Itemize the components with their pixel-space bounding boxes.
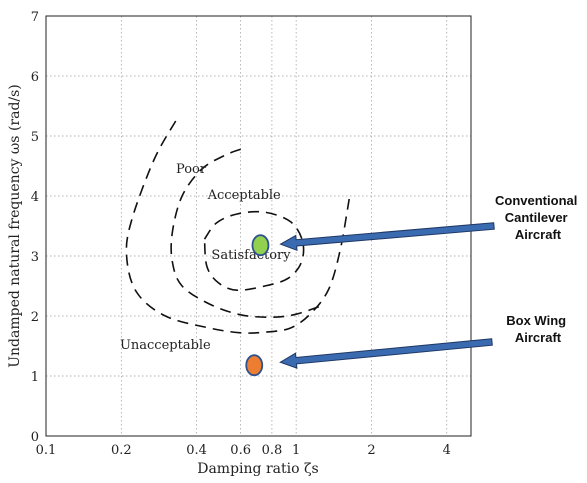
- x-tick-label: 0.6: [230, 443, 251, 458]
- callout-box-wing: Box Wing Aircraft: [506, 313, 569, 345]
- boundary-poor: [125, 120, 350, 334]
- boundary-curves: [125, 120, 350, 334]
- y-tick-label: 1: [31, 370, 39, 385]
- aircraft-markers: [245, 234, 270, 377]
- arrow-box-wing: [279, 338, 493, 369]
- callout-conventional: Conventional Cantilever Aircraft: [495, 193, 581, 242]
- region-label-acceptable: Acceptable: [207, 188, 281, 203]
- y-tick-label: 0: [31, 430, 39, 445]
- y-tick-label: 4: [31, 190, 39, 205]
- y-tick-label: 2: [31, 310, 39, 325]
- boundary-acceptable: [170, 148, 324, 319]
- x-tick-label: 0.4: [186, 443, 207, 458]
- y-tick-labels: 0 1 2 3 4 5 6 7: [31, 10, 39, 445]
- x-tick-labels: 0.1 0.2 0.4 0.6 0.8 1 2 4: [36, 443, 451, 458]
- region-label-unacceptable: Unacceptable: [120, 338, 211, 353]
- callout-conventional-line-1: Conventional: [495, 193, 577, 208]
- x-tick-label: 0.8: [262, 443, 283, 458]
- callout-arrows: [279, 222, 495, 369]
- callout-box-wing-line-2: Aircraft: [515, 330, 562, 345]
- y-axis-label: Undamped natural frequency ωs (rad/s): [7, 84, 23, 368]
- y-tick-label: 5: [31, 130, 39, 145]
- region-label-poor: Poor: [176, 162, 207, 177]
- y-tick-label: 3: [31, 250, 39, 265]
- region-label-satisfactory: Satisfactory: [211, 248, 291, 263]
- y-tick-label: 6: [31, 70, 39, 85]
- x-tick-label: 2: [367, 443, 375, 458]
- boundary-satisfactory: [203, 210, 305, 292]
- x-tick-label: 4: [443, 443, 451, 458]
- marker-conventional-aircraft: [251, 234, 270, 257]
- x-tick-label: 0.2: [111, 443, 132, 458]
- callout-box-wing-line-1: Box Wing: [506, 313, 566, 328]
- callout-conventional-line-2: Cantilever: [505, 210, 568, 225]
- x-axis-label: Damping ratio ζs: [197, 461, 319, 477]
- marker-box-wing-aircraft: [245, 354, 264, 377]
- x-tick-label: 0.1: [36, 443, 57, 458]
- y-tick-label: 7: [31, 10, 39, 25]
- arrow-conventional: [279, 222, 495, 252]
- x-tick-label: 1: [292, 443, 300, 458]
- callout-conventional-line-3: Aircraft: [515, 227, 562, 242]
- grid: [46, 16, 471, 436]
